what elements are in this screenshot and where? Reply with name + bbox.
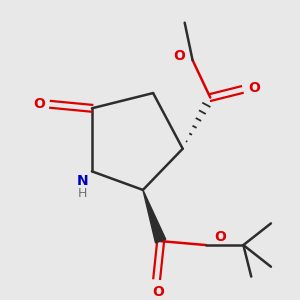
Text: N: N (76, 174, 88, 188)
Text: O: O (33, 98, 45, 111)
Text: H: H (77, 187, 87, 200)
Text: O: O (214, 230, 226, 244)
Text: O: O (153, 285, 165, 299)
Polygon shape (143, 190, 166, 243)
Text: O: O (173, 49, 185, 63)
Text: O: O (249, 81, 260, 95)
